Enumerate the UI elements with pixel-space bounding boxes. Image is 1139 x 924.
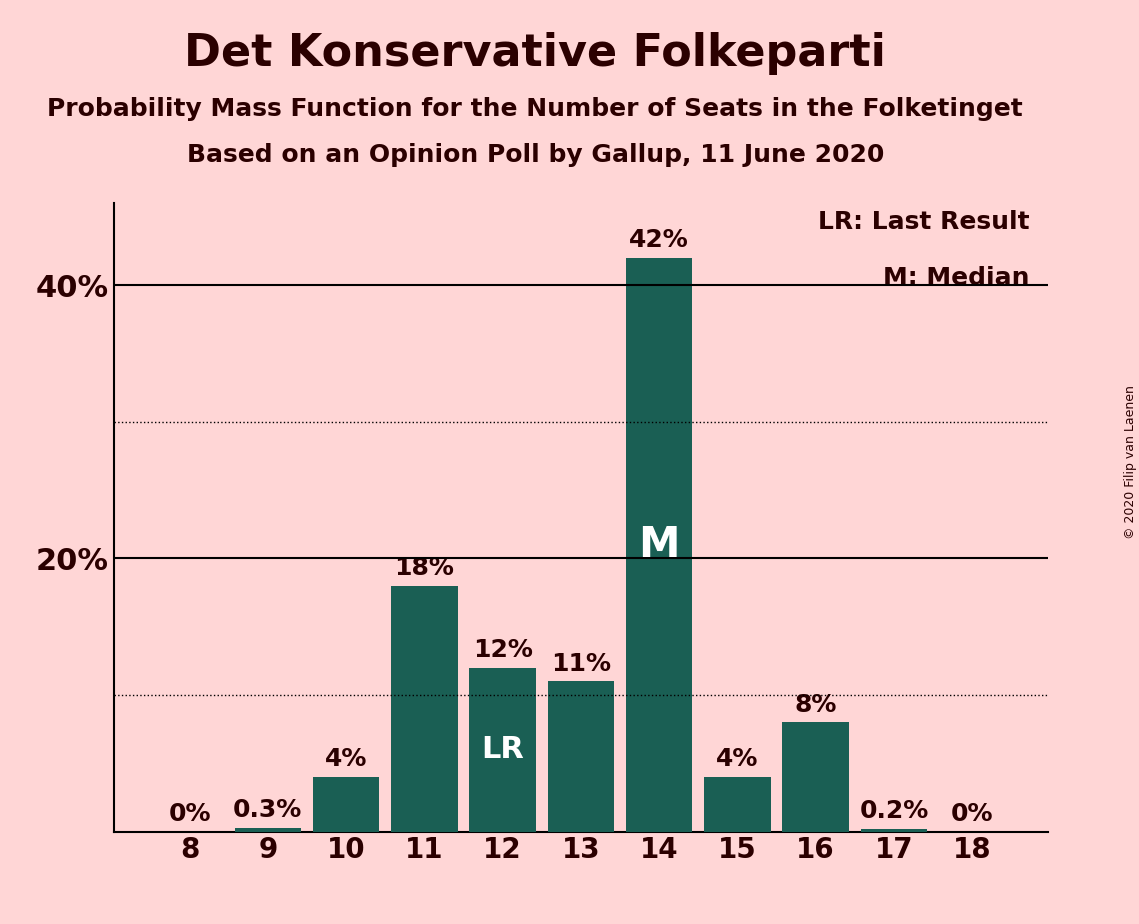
Bar	[782, 723, 849, 832]
Bar	[626, 258, 693, 832]
Text: 11%: 11%	[551, 652, 611, 675]
Text: 8%: 8%	[795, 693, 837, 717]
Bar	[235, 828, 301, 832]
Text: LR: Last Result: LR: Last Result	[818, 210, 1030, 234]
Text: 0.2%: 0.2%	[859, 799, 928, 823]
Bar	[704, 777, 771, 832]
Text: © 2020 Filip van Laenen: © 2020 Filip van Laenen	[1124, 385, 1137, 539]
Text: Based on an Opinion Poll by Gallup, 11 June 2020: Based on an Opinion Poll by Gallup, 11 J…	[187, 143, 884, 167]
Text: LR: LR	[481, 736, 524, 764]
Text: M: Median: M: Median	[883, 266, 1030, 290]
Text: 4%: 4%	[325, 748, 367, 772]
Text: 0%: 0%	[169, 802, 211, 826]
Text: 12%: 12%	[473, 638, 533, 663]
Text: 18%: 18%	[394, 556, 454, 580]
Text: 0%: 0%	[951, 802, 993, 826]
Text: Det Konservative Folkeparti: Det Konservative Folkeparti	[185, 32, 886, 76]
Text: 0.3%: 0.3%	[233, 798, 303, 822]
Text: Probability Mass Function for the Number of Seats in the Folketinget: Probability Mass Function for the Number…	[48, 97, 1023, 121]
Text: 4%: 4%	[716, 748, 759, 772]
Bar	[861, 829, 927, 832]
Text: M: M	[638, 524, 680, 565]
Bar	[469, 668, 535, 832]
Bar	[548, 681, 614, 832]
Bar	[313, 777, 379, 832]
Bar	[391, 586, 458, 832]
Text: 42%: 42%	[629, 228, 689, 252]
